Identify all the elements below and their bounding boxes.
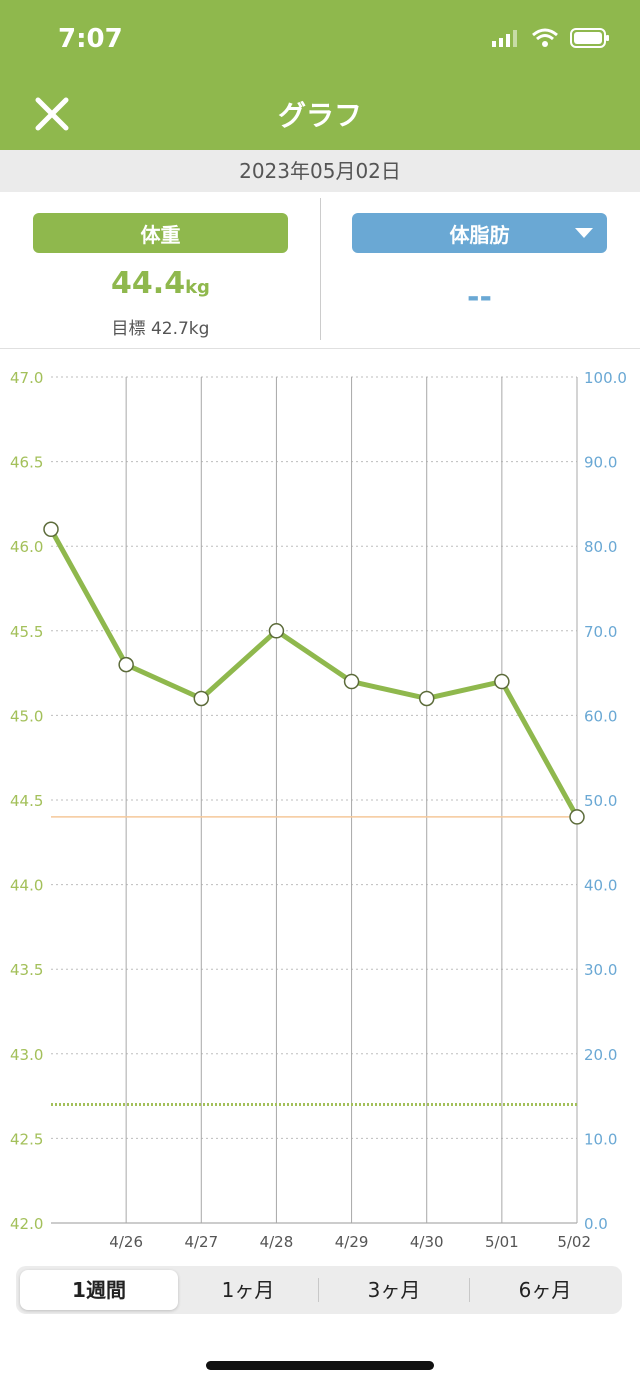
right-axis-tick-label: 90.0: [584, 454, 617, 472]
weight-data-point: [418, 690, 435, 707]
page-title: グラフ: [277, 99, 362, 132]
x-axis-tick-label: 4/28: [260, 1233, 294, 1251]
tab-3-months[interactable]: 3ヶ月: [367, 1278, 421, 1302]
tab-separator: [469, 1278, 470, 1302]
goal-weight: 目標 42.7kg: [111, 319, 210, 339]
summary-panels: 体重 44.4kg 目標 42.7kg 体脂肪 --: [0, 192, 640, 349]
weight-data-point: [494, 673, 510, 690]
weight-data-point: [43, 521, 59, 538]
period-selector: 1週間 1ヶ月 3ヶ月 6ヶ月: [16, 1266, 622, 1314]
status-time: 7:07: [58, 24, 123, 54]
weight-data-point: [569, 809, 585, 825]
left-axis-tick-label: 43.0: [10, 1046, 43, 1064]
weight-tab-button[interactable]: 体重: [33, 213, 288, 253]
right-axis-tick-label: 70.0: [584, 623, 617, 641]
body-fat-dropdown[interactable]: 体脂肪: [352, 213, 607, 253]
left-axis-tick-label: 46.5: [10, 454, 43, 472]
weight-data-point: [268, 623, 285, 639]
weight-chart: 47.0 100.0 46.5 90.0 46.0 80.0 45.5 70.0 45.0 60.…: [10, 369, 627, 1251]
weight-series-line: [48, 526, 580, 820]
x-axis-tick-label: 4/26: [109, 1233, 143, 1251]
right-axis-tick-label: 50.0: [584, 792, 617, 810]
tab-1-week[interactable]: 1週間: [20, 1270, 178, 1310]
left-axis-tick-label: 43.5: [10, 961, 43, 979]
left-axis-tick-label: 44.0: [10, 877, 43, 895]
panel-divider: [320, 198, 321, 340]
x-axis-tick-label: 5/02: [557, 1233, 591, 1251]
status-icons: [492, 28, 610, 48]
wifi-icon: [532, 28, 558, 47]
left-axis-tick-label: 46.0: [10, 538, 43, 556]
body-fat-label: 体脂肪: [449, 222, 510, 247]
close-icon[interactable]: [30, 92, 74, 136]
x-axis-tick-label: 4/27: [184, 1233, 218, 1251]
weight-data-point: [343, 673, 360, 690]
date-label: 2023年05月02日: [0, 150, 640, 192]
signal-icon: [492, 30, 517, 47]
left-axis-tick-label: 45.5: [10, 623, 43, 641]
right-axis-tick-label: 0.0: [584, 1215, 608, 1233]
battery-icon: [570, 28, 609, 48]
right-axis-tick-label: 80.0: [584, 538, 617, 556]
left-axis-tick-label: 42.5: [10, 1130, 43, 1148]
weight-tab-label: 体重: [140, 222, 181, 247]
tab-separator: [318, 1278, 319, 1302]
right-axis-tick-label: 100.0: [584, 369, 627, 387]
left-axis-tick-label: 45.0: [10, 707, 43, 725]
weight-number: 44.4: [111, 266, 186, 301]
x-axis-tick-label: 4/30: [410, 1233, 444, 1251]
weight-data-point: [193, 690, 210, 707]
right-axis-tick-label: 40.0: [584, 877, 617, 895]
home-indicator: [206, 1361, 434, 1370]
app-header: 7:07 グラフ: [0, 0, 640, 150]
weight-data-point: [118, 656, 134, 673]
tab-1-month[interactable]: 1ヶ月: [221, 1278, 275, 1302]
chevron-down-icon: [575, 228, 593, 238]
right-axis-tick-label: 20.0: [584, 1046, 617, 1064]
body-fat-value: --: [467, 280, 492, 315]
right-axis-tick-label: 10.0: [584, 1130, 617, 1148]
right-axis-tick-label: 60.0: [584, 707, 617, 725]
left-axis-tick-label: 47.0: [10, 369, 43, 387]
tab-6-months[interactable]: 6ヶ月: [518, 1278, 572, 1302]
x-axis-tick-label: 4/29: [335, 1233, 369, 1251]
x-axis-tick-label: 5/01: [485, 1233, 519, 1251]
left-axis-tick-label: 44.5: [10, 792, 43, 810]
weight-unit: kg: [185, 277, 210, 298]
right-axis-tick-label: 30.0: [584, 961, 617, 979]
left-axis-tick-label: 42.0: [10, 1215, 43, 1233]
weight-value: 44.4kg: [33, 266, 288, 301]
